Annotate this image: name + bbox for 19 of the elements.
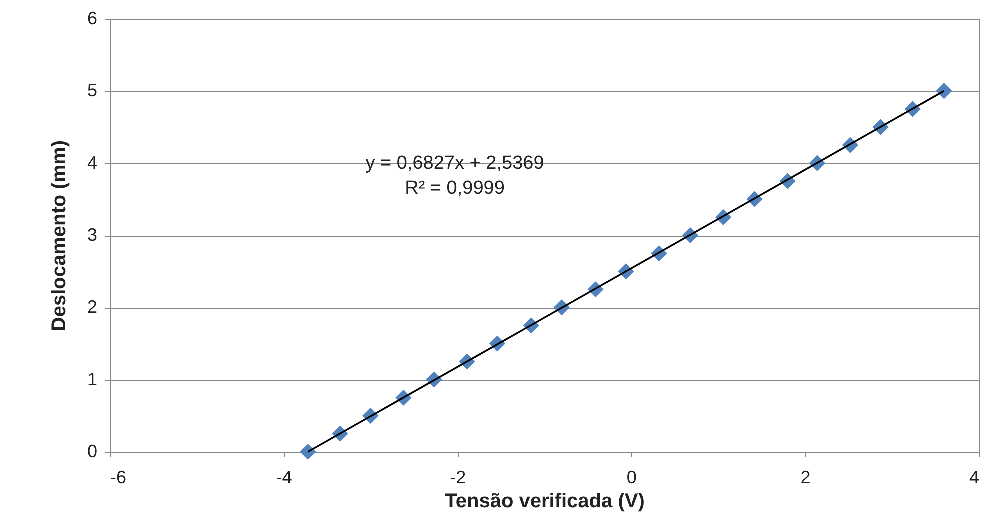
- x-tick-label: 4: [969, 468, 980, 488]
- point: [300, 444, 316, 460]
- x-axis-title: Tensão verificada (V): [445, 490, 645, 512]
- y-tick-label: 1: [87, 369, 98, 390]
- y-tick-label: 4: [87, 152, 98, 173]
- x-tick-label: 2: [800, 468, 811, 488]
- annotation: y = 0,6827x + 2,5369: [366, 153, 544, 174]
- y-tick-label: 5: [87, 80, 98, 101]
- y-tick-label: 0: [87, 442, 98, 462]
- x-tick-label: -6: [110, 468, 127, 488]
- annotation: R² = 0,9999: [405, 178, 505, 199]
- x-tick-label: -2: [450, 468, 466, 488]
- y-tick-label: 2: [87, 297, 98, 318]
- x-tick-label: 0: [626, 468, 637, 488]
- y-tick-label: 6: [87, 8, 98, 28]
- y-tick-label: 3: [87, 225, 98, 245]
- point: [936, 83, 952, 100]
- x-tick-label: -4: [276, 468, 292, 488]
- y-axis-title: Deslocamento (mm): [48, 140, 70, 332]
